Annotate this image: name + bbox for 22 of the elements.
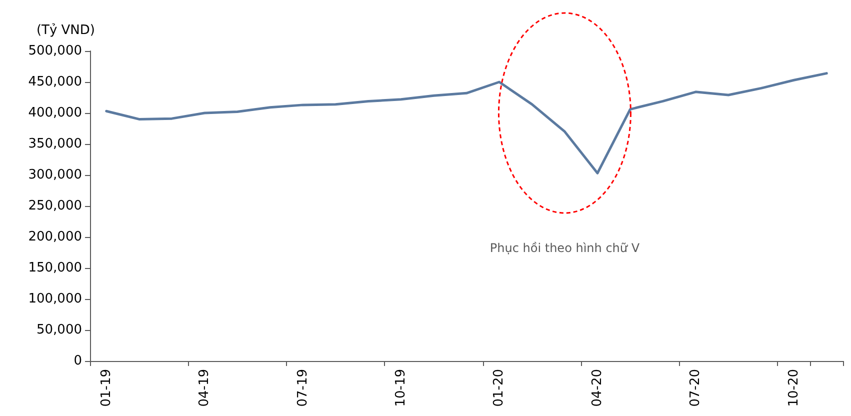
x-tick-label: 04-20	[590, 369, 605, 407]
x-tick-label: 01-20	[492, 369, 507, 407]
y-tick-label: 450,000	[28, 74, 82, 90]
x-tick-label: 04-19	[197, 369, 212, 407]
x-tick-label: 10-19	[394, 369, 409, 407]
y-tick-label: 400,000	[28, 106, 82, 120]
y-tick-label: 0	[74, 354, 82, 368]
y-tick-label: 250,000	[28, 198, 82, 214]
y-tick-label: 50,000	[36, 322, 82, 338]
y-tick-label: 300,000	[28, 168, 82, 182]
y-tick-label: 350,000	[28, 136, 82, 152]
y-tick-label: 100,000	[28, 292, 82, 306]
line-series	[105, 72, 828, 174]
x-tick-label: 01-19	[98, 369, 114, 407]
y-axis-title: (Tỷ VND)	[36, 23, 95, 38]
annotation: Phục hồi theo hình chữ V	[490, 241, 640, 256]
x-tick-label: 07-20	[688, 369, 704, 407]
x-tick-label: 07-19	[295, 369, 310, 407]
x-tick-label: 10-20	[786, 369, 802, 407]
y-tick-label: 200,000	[28, 230, 82, 244]
y-tick-label: 150,000	[28, 260, 82, 276]
y-tick-label: 500,000	[28, 44, 82, 58]
